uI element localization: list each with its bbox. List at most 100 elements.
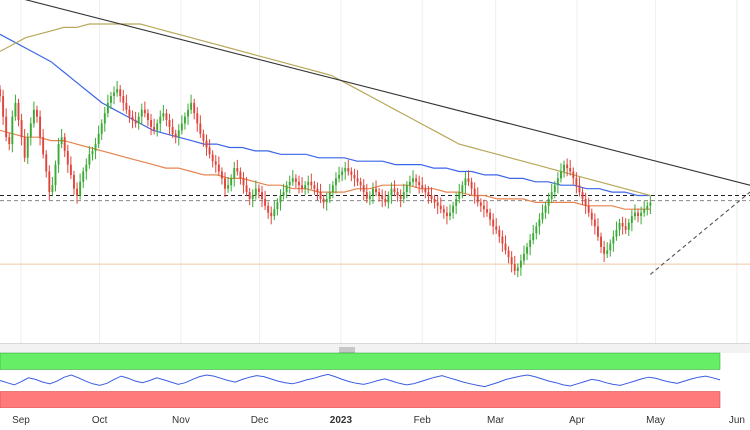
candle-body bbox=[202, 133, 205, 141]
candle-body bbox=[162, 113, 165, 117]
candle-body bbox=[11, 116, 14, 145]
candle-body bbox=[516, 267, 519, 271]
candle-body bbox=[146, 113, 149, 121]
candle-body bbox=[156, 123, 159, 131]
time-axis: Sep Oct Nov Dec 2023 Feb Mar Apr May Jun bbox=[12, 415, 745, 426]
candle-body bbox=[430, 195, 433, 199]
trendlines bbox=[24, 0, 750, 275]
candle-body bbox=[17, 102, 20, 121]
candle-body bbox=[390, 188, 393, 196]
candle-body bbox=[331, 185, 334, 193]
candle-body bbox=[618, 222, 621, 230]
candle-body bbox=[630, 216, 633, 223]
price-panel-background bbox=[0, 0, 750, 343]
candle-body bbox=[29, 123, 32, 138]
candle-body bbox=[408, 181, 411, 186]
candle-body bbox=[51, 185, 54, 193]
candle-body bbox=[153, 126, 156, 131]
candle-body bbox=[119, 89, 122, 97]
candle-body bbox=[224, 178, 226, 189]
candle-body bbox=[140, 109, 143, 117]
candle-body bbox=[510, 257, 513, 265]
candle-body bbox=[572, 171, 575, 179]
candle-body bbox=[174, 133, 177, 138]
candle-body bbox=[220, 171, 223, 179]
candle-body bbox=[371, 188, 374, 196]
x-tick-label: Feb bbox=[414, 415, 432, 426]
candle-body bbox=[335, 178, 337, 186]
candle-body bbox=[199, 123, 202, 134]
candle-body bbox=[353, 174, 356, 179]
candle-body bbox=[227, 185, 230, 189]
candle-body bbox=[486, 209, 488, 213]
candle-body bbox=[76, 188, 79, 196]
candle-body bbox=[310, 181, 313, 186]
candle-body bbox=[600, 236, 602, 247]
candle-body bbox=[643, 209, 646, 213]
candle-body bbox=[82, 171, 85, 182]
time-axis-background bbox=[0, 408, 750, 430]
candle-body bbox=[504, 243, 507, 251]
candle-body bbox=[116, 89, 119, 93]
candle-body bbox=[362, 185, 365, 193]
candle-body bbox=[254, 188, 257, 196]
candle-body bbox=[248, 192, 251, 199]
candle-body bbox=[519, 260, 522, 268]
x-tick-label: Nov bbox=[172, 415, 190, 426]
candle-body bbox=[590, 212, 593, 220]
panel-resize-handle[interactable] bbox=[339, 347, 355, 353]
candle-body bbox=[183, 116, 186, 124]
candle-body bbox=[375, 188, 377, 193]
candle-body bbox=[427, 192, 430, 196]
candle-body bbox=[464, 178, 467, 186]
candle-body bbox=[325, 198, 328, 203]
candle-body bbox=[134, 120, 137, 124]
candle-body bbox=[245, 185, 248, 193]
candle-body bbox=[489, 212, 492, 220]
x-tick-label: Mar bbox=[487, 415, 505, 426]
candle-body bbox=[445, 212, 448, 217]
candle-body bbox=[26, 137, 29, 158]
candle-body bbox=[350, 171, 353, 175]
candle-body bbox=[621, 222, 624, 227]
moving-average-line bbox=[0, 23, 651, 197]
candle-body bbox=[338, 174, 341, 179]
candle-body bbox=[424, 188, 427, 193]
candle-body bbox=[270, 212, 273, 217]
candle-body bbox=[39, 116, 42, 138]
candle-body bbox=[316, 188, 319, 193]
candle-body bbox=[359, 181, 362, 186]
candle-body bbox=[45, 154, 48, 172]
candle-body bbox=[507, 250, 510, 258]
candle-body bbox=[0, 89, 1, 97]
candle-body bbox=[233, 168, 236, 179]
candle-body bbox=[60, 137, 63, 145]
candle-body bbox=[575, 178, 578, 186]
candle-body bbox=[593, 219, 596, 227]
candle-body bbox=[569, 168, 572, 172]
candle-body bbox=[230, 178, 233, 186]
candle-body bbox=[547, 198, 550, 206]
candle-body bbox=[455, 198, 458, 206]
candle-body bbox=[365, 192, 368, 199]
candle-body bbox=[387, 195, 390, 203]
candle-body bbox=[143, 109, 146, 114]
x-tick-label: Oct bbox=[92, 415, 108, 426]
candle-body bbox=[88, 154, 91, 165]
price-horizontal-lines bbox=[0, 195, 750, 265]
candle-body bbox=[396, 192, 399, 196]
candle-body bbox=[57, 144, 60, 165]
candle-body bbox=[103, 113, 106, 124]
candle-body bbox=[415, 178, 418, 182]
candle-body bbox=[217, 164, 220, 172]
candle-body bbox=[498, 229, 501, 237]
candle-body bbox=[257, 188, 260, 193]
candle-body bbox=[319, 192, 322, 199]
candle-body bbox=[418, 181, 421, 186]
candle-body bbox=[640, 212, 643, 217]
candle-body bbox=[23, 137, 26, 158]
candle-body bbox=[42, 137, 45, 155]
candle-body bbox=[482, 205, 485, 210]
